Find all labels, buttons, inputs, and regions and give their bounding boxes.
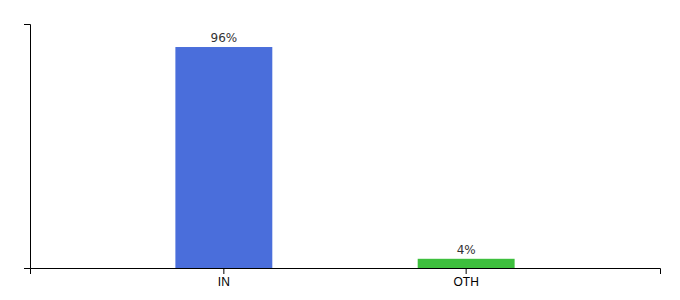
bar: [175, 47, 272, 268]
x-tick-mark: [223, 268, 224, 274]
x-tick: OTH: [453, 268, 478, 289]
data-labels: 96% 4%: [211, 31, 476, 257]
plot: IN OTH 96% 4%: [24, 25, 661, 289]
chart: IN OTH 96% 4%: [0, 0, 680, 300]
bars: [175, 47, 514, 268]
x-axis-line: [31, 269, 661, 275]
data-label: 4%: [457, 243, 476, 257]
y-axis-line: [24, 25, 31, 269]
x-tick-mark: [466, 268, 467, 274]
x-tick-label: IN: [218, 275, 230, 289]
data-label: 96%: [211, 31, 238, 45]
y-axis: [24, 25, 31, 269]
x-axis: IN OTH: [31, 268, 661, 289]
x-tick-label: OTH: [453, 275, 478, 289]
x-tick: IN: [218, 268, 230, 289]
bar: [418, 259, 515, 268]
